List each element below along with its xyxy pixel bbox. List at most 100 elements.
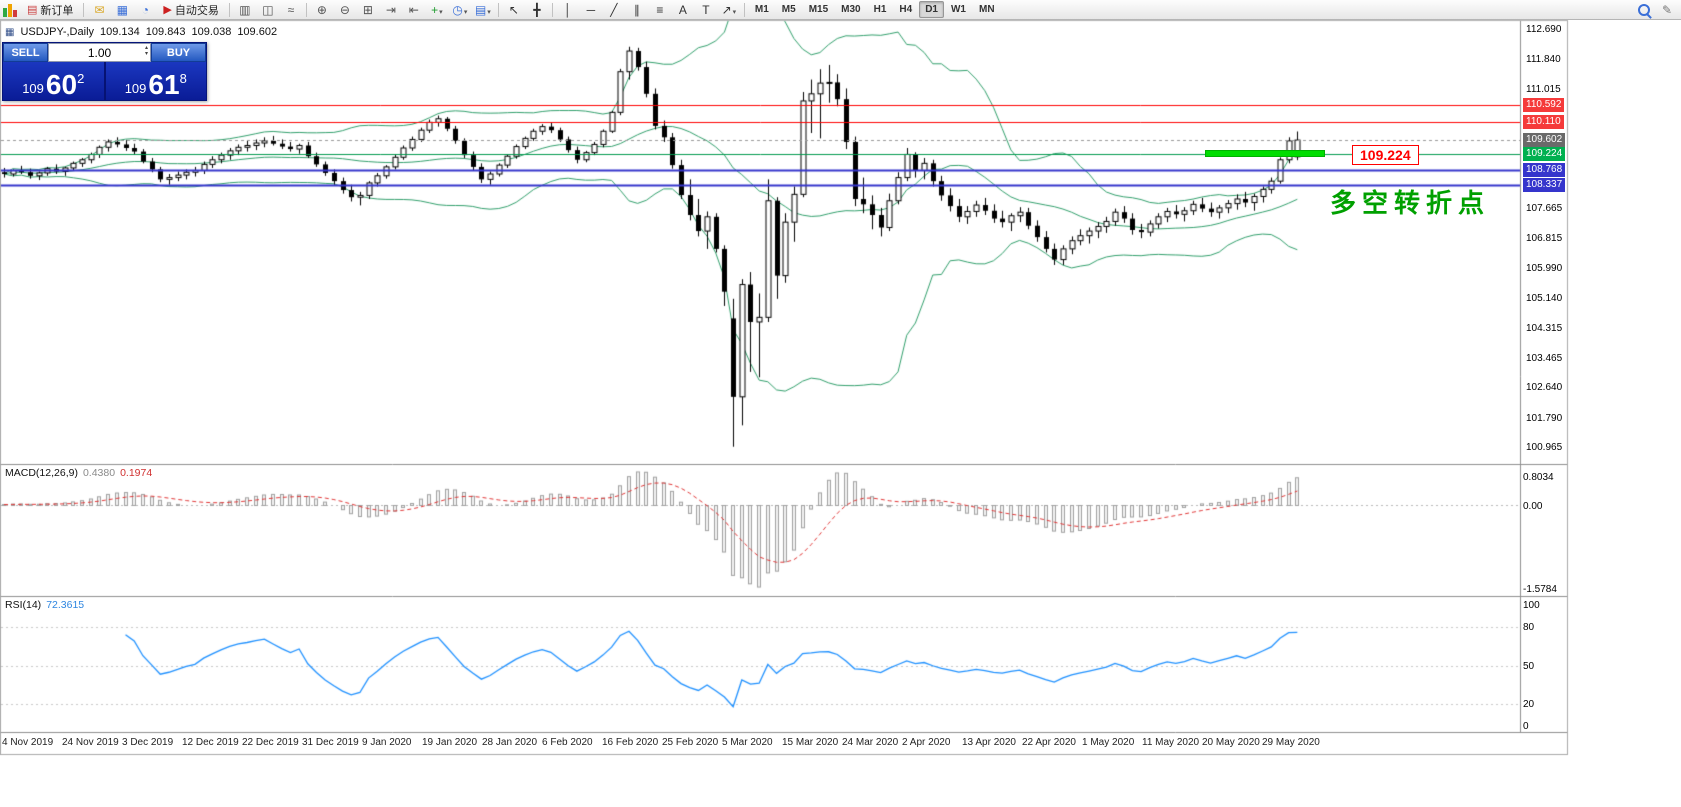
highlight-zone-bar[interactable] [1205, 150, 1325, 157]
macd-axis-label: 0.8034 [1523, 472, 1554, 483]
volume-input[interactable]: 1.00 ▴ ▾ [48, 43, 151, 62]
rsi-name: RSI(14) [5, 599, 42, 611]
search-icon[interactable] [1633, 1, 1655, 19]
price-callout-label[interactable]: 109.224 [1352, 145, 1419, 165]
date-axis-label: 9 Jan 2020 [362, 737, 412, 748]
new-order-button[interactable]: ▤ 新订单 [27, 4, 74, 17]
buy-price-prefix: 109 [124, 80, 147, 96]
toolbar-separator [83, 2, 85, 17]
date-axis-label: 24 Nov 2019 [62, 737, 119, 748]
text-icon[interactable]: A [678, 2, 687, 17]
arrows-icon[interactable]: ↗▾ [721, 2, 737, 17]
date-axis-label: 29 May 2020 [1262, 737, 1320, 748]
timeframe-mn-button[interactable]: MN [978, 4, 995, 15]
price-axis-label: 103.465 [1526, 352, 1563, 364]
price-level-marker: 108.768 [1523, 162, 1566, 177]
rsi-axis-label: 100 [1523, 600, 1540, 611]
zoom-out-icon[interactable]: ⊖ [339, 2, 350, 17]
toolbar: ▤ 新订单 ✉ ▦ ◔ ▶ 自动交易 ▥ ◫ ≈ ⊕ ⊖ ⊞ ⇥ ⇤ +▾ ◷▾ ▤▾ ↖ ╋ │ ─ ╱ ∥ ≡ A T ↗▾ M1 M… [0, 0, 1681, 20]
timeframe-m30-button[interactable]: M30 [841, 4, 861, 15]
date-axis-label: 24 Mar 2020 [842, 737, 899, 748]
date-axis-label: 6 Feb 2020 [542, 737, 593, 748]
fibonacci-icon[interactable]: ≡ [656, 2, 664, 17]
rsi-axis-label: 80 [1523, 621, 1535, 633]
timeframe-m1-button[interactable]: M1 [754, 4, 769, 15]
price-axis-label: 112.690 [1526, 24, 1562, 35]
date-axis-label: 16 Feb 2020 [602, 737, 659, 748]
tile-windows-icon[interactable]: ⊞ [362, 2, 373, 17]
sell-price-main: 60 [45, 68, 78, 100]
text-label-icon[interactable]: T [702, 2, 710, 17]
buy-button[interactable]: BUY [151, 43, 206, 62]
rsi-axis-label: 0 [1523, 721, 1529, 732]
timeframe-w1-button[interactable]: W1 [950, 4, 966, 15]
price-axis-label: 111.015 [1526, 83, 1561, 95]
macd-signal-value: 0.1974 [120, 467, 153, 479]
templates-icon[interactable]: ▤▾ [474, 2, 491, 17]
price-axis-label: 105.140 [1526, 293, 1563, 305]
line-chart-icon[interactable]: ≈ [287, 2, 295, 17]
date-axis-label: 1 May 2020 [1082, 737, 1135, 748]
cursor-icon[interactable]: ↖ [508, 2, 519, 17]
price-level-marker: 110.110 [1523, 114, 1564, 129]
chart-ohlc-header: ▦ USDJPY-,Daily 109.134 109.843 109.038 … [5, 26, 277, 38]
date-axis-label: 3 Dec 2019 [122, 737, 174, 748]
vertical-line-icon[interactable]: │ [564, 2, 572, 17]
buy-price[interactable]: 109 61 8 [105, 62, 206, 100]
price-axis-label: 105.990 [1526, 262, 1563, 274]
toolbar-separator [551, 2, 553, 17]
quill-icon[interactable]: ✎ [1661, 2, 1673, 17]
rsi-axis-label: 20 [1523, 699, 1535, 711]
date-axis-label: 2 Apr 2020 [902, 737, 951, 748]
candlestick-chart-icon[interactable]: ◫ [262, 2, 274, 17]
trendline-icon[interactable]: ╱ [610, 2, 618, 17]
volume-spinner[interactable]: ▴ ▾ [144, 45, 148, 57]
buy-price-pip: 8 [179, 71, 187, 86]
sell-button[interactable]: SELL [3, 43, 48, 62]
turning-point-note[interactable]: 多空转折点 [1330, 188, 1491, 218]
price-axis-label: 107.665 [1526, 203, 1563, 215]
profiles-icon[interactable]: ▦ [116, 2, 129, 17]
market-watch-icon[interactable]: ◔ [141, 2, 150, 17]
close-value: 109.602 [237, 26, 278, 38]
date-axis-label: 31 Dec 2019 [302, 737, 359, 748]
date-axis-label: 13 Apr 2020 [962, 737, 1016, 748]
price-axis-label: 102.640 [1526, 382, 1563, 394]
price-axis-label: 100.965 [1526, 441, 1563, 453]
date-axis-label: 22 Apr 2020 [1022, 737, 1076, 748]
low-value: 109.038 [191, 26, 232, 38]
sell-price-prefix: 109 [22, 80, 44, 96]
horizontal-line-icon[interactable]: ─ [586, 2, 596, 17]
open-value: 109.134 [100, 26, 140, 38]
timeframe-m15-button[interactable]: M15 [808, 4, 829, 15]
timeframe-m5-button[interactable]: M5 [781, 4, 796, 15]
timeframe-d1-button[interactable]: D1 [919, 1, 944, 18]
mt4-logo-icon [3, 3, 17, 17]
crosshair-icon[interactable]: ╋ [533, 2, 541, 17]
macd-axis-label: -1.5784 [1523, 584, 1557, 595]
mailbox-icon[interactable]: ✉ [94, 2, 105, 17]
autotrading-button[interactable]: ▶ 自动交易 [163, 4, 219, 17]
bar-chart-icon[interactable]: ▥ [239, 2, 251, 17]
rsi-axis-label: 50 [1523, 660, 1535, 672]
toolbar-separator [305, 2, 307, 17]
periods-icon[interactable]: ◷▾ [452, 2, 468, 17]
chart-shift-icon[interactable]: ⇤ [408, 2, 419, 17]
timeframe-h1-button[interactable]: H1 [873, 4, 887, 15]
price-axis-label: 104.315 [1526, 322, 1563, 334]
auto-scroll-icon[interactable]: ⇥ [385, 2, 396, 17]
price-level-marker: 109.224 [1523, 146, 1566, 161]
date-axis-label: 12 Dec 2019 [182, 737, 239, 748]
date-axis-label: 15 Mar 2020 [782, 737, 839, 748]
chart-window-icon: ▦ [5, 26, 15, 38]
new-chart-icon[interactable]: +▾ [431, 2, 443, 17]
timeframe-h4-button[interactable]: H4 [899, 4, 913, 15]
zoom-in-icon[interactable]: ⊕ [316, 2, 327, 17]
toolbar-separator [743, 2, 745, 17]
date-axis-label: 4 Nov 2019 [2, 737, 54, 748]
channel-icon[interactable]: ∥ [633, 2, 640, 17]
sell-price[interactable]: 109 60 2 [3, 62, 106, 100]
macd-main-value: 0.4380 [82, 467, 116, 479]
